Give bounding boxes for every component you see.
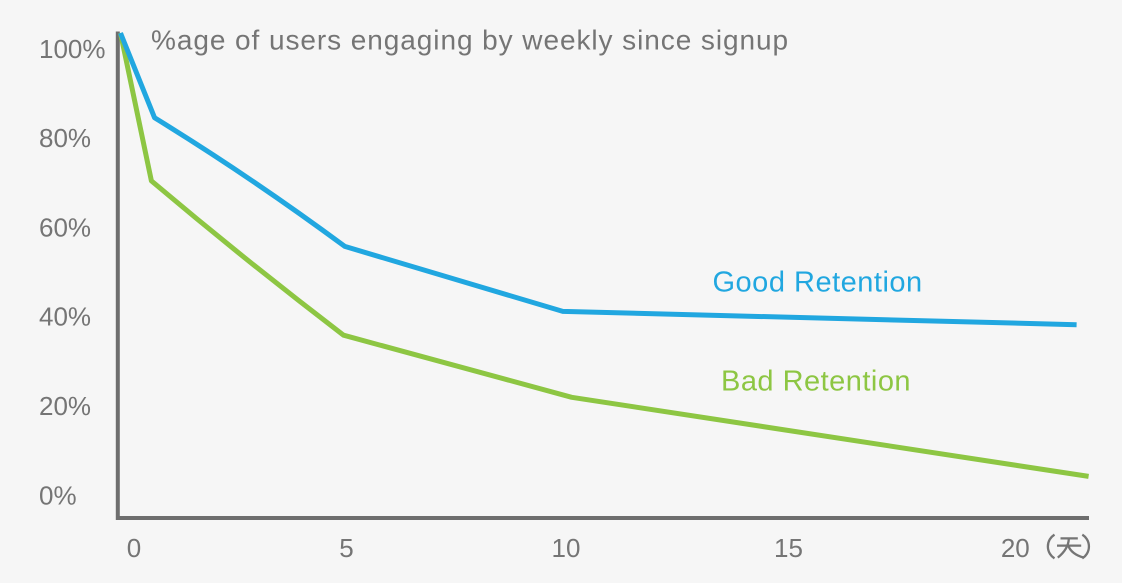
- svg-text:20%: 20%: [39, 391, 91, 421]
- svg-text:15: 15: [774, 533, 803, 563]
- svg-text:0: 0: [127, 533, 141, 563]
- svg-text:Bad Retention: Bad Retention: [721, 366, 911, 398]
- svg-text:10: 10: [552, 533, 581, 563]
- svg-text:100%: 100%: [39, 34, 106, 64]
- svg-text:Good Retention: Good Retention: [713, 267, 923, 299]
- svg-text:40%: 40%: [39, 302, 91, 332]
- svg-text:80%: 80%: [39, 123, 91, 153]
- svg-text:60%: 60%: [39, 212, 91, 242]
- svg-text:%age of users engaging by week: %age of users engaging by weekly since s…: [151, 24, 789, 55]
- svg-text:5: 5: [339, 533, 353, 563]
- svg-text:20: 20: [1001, 533, 1030, 563]
- svg-text:0%: 0%: [39, 480, 77, 510]
